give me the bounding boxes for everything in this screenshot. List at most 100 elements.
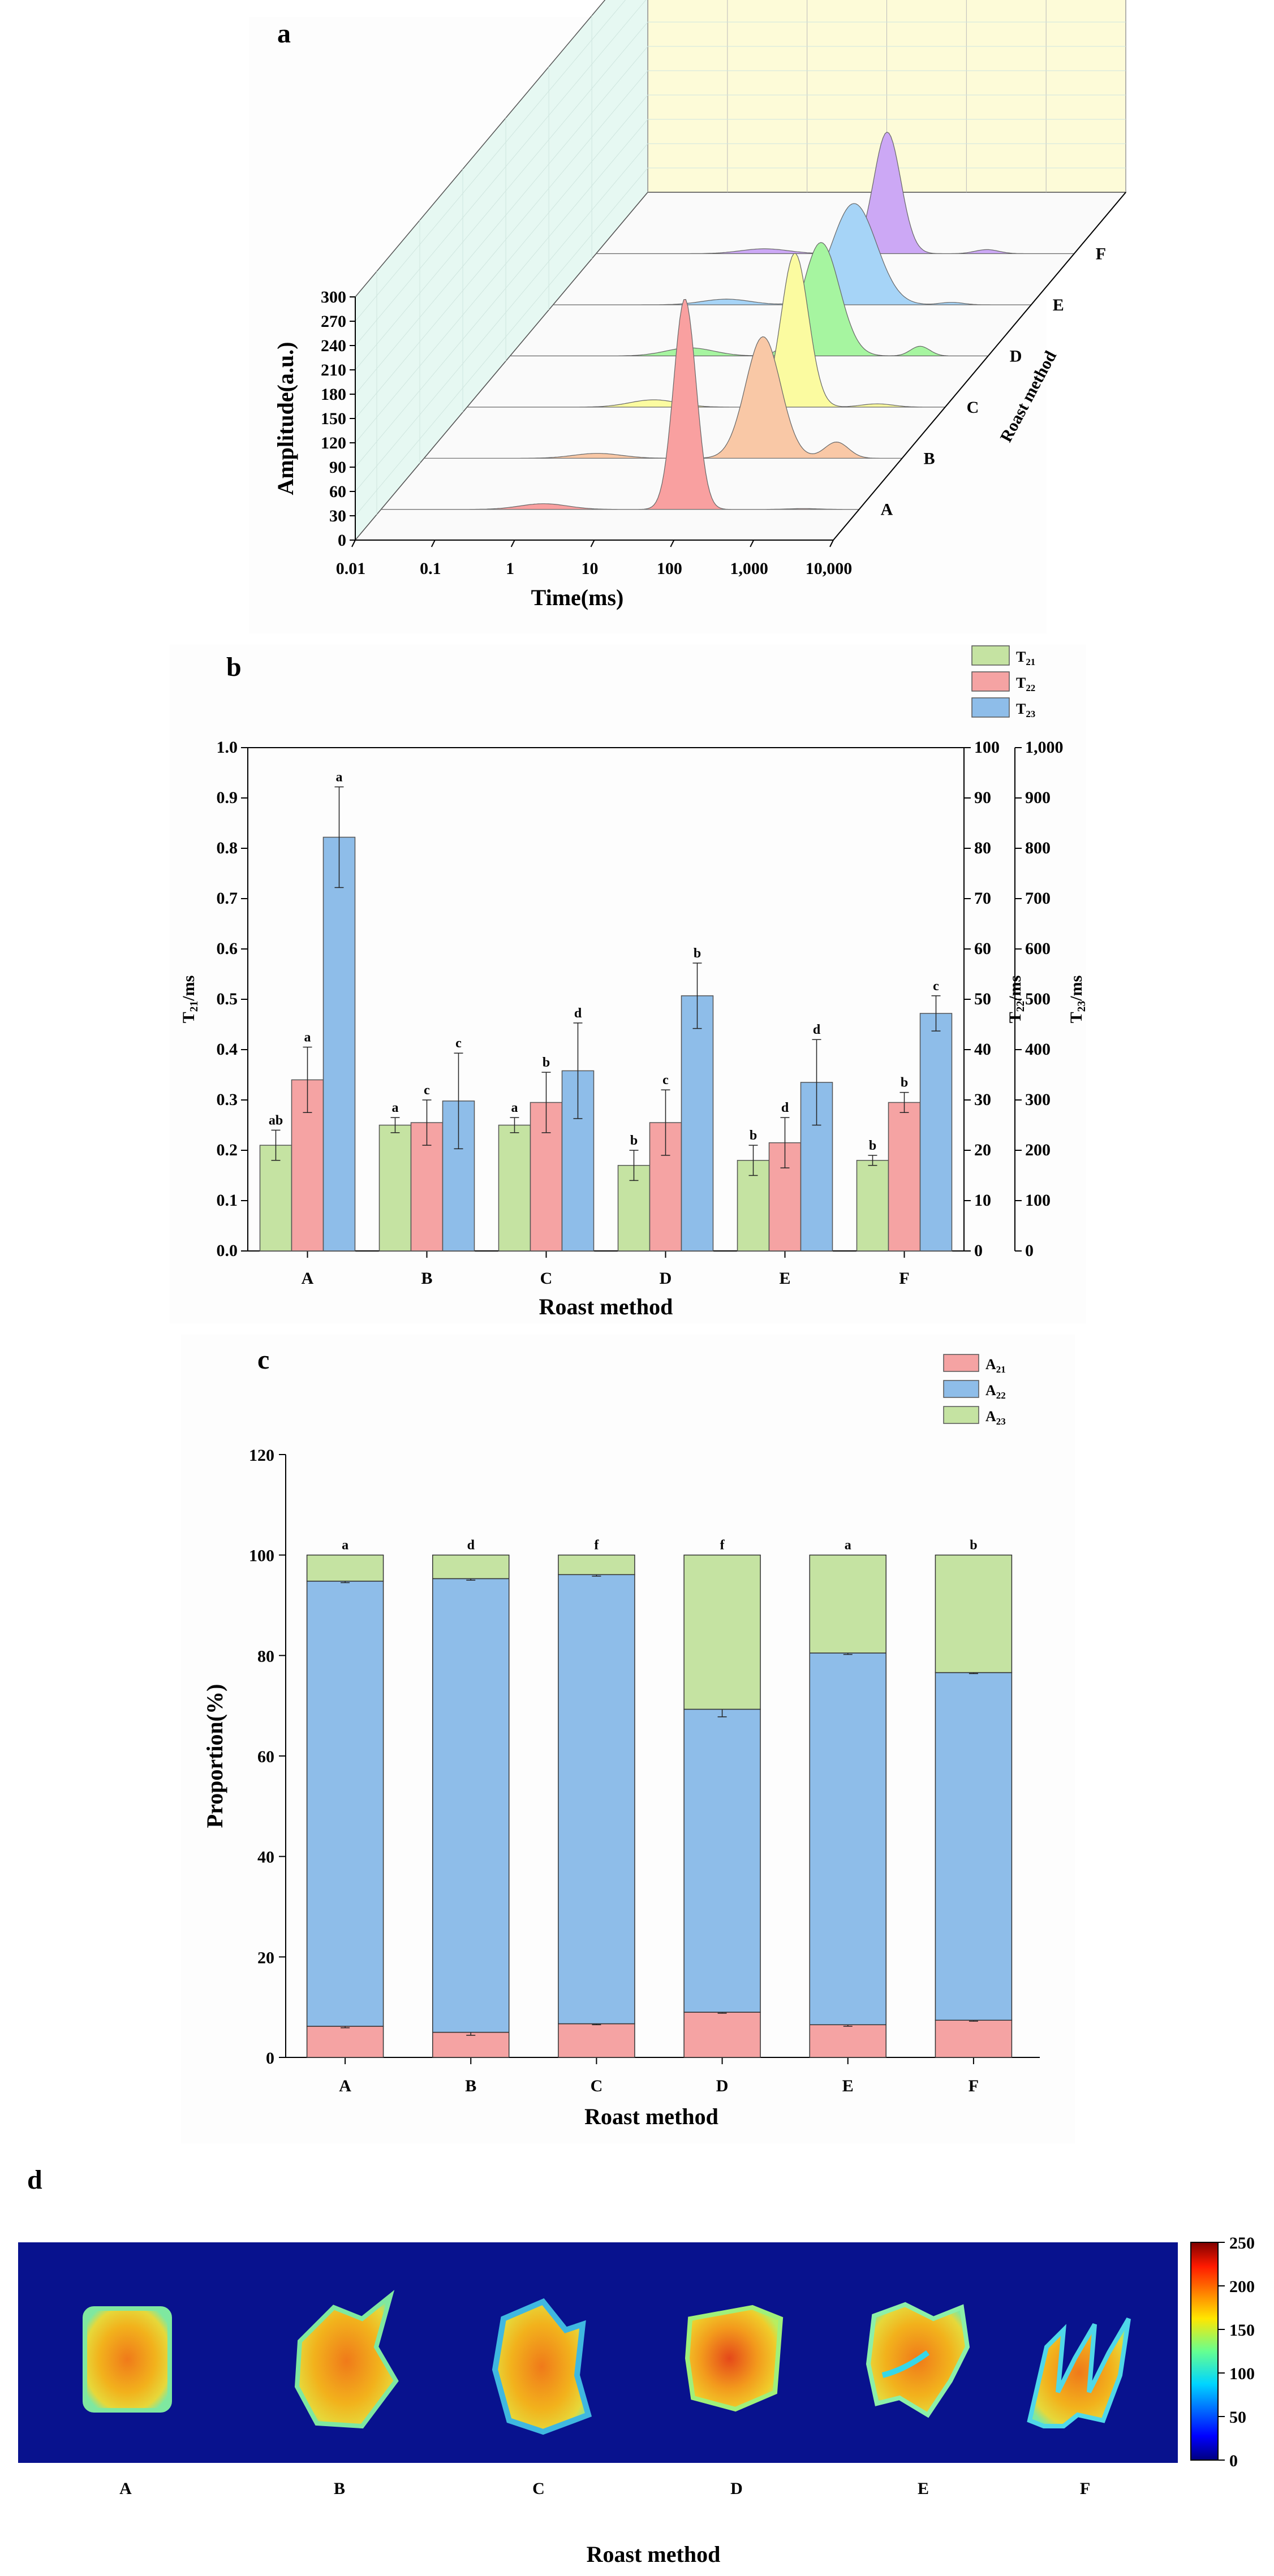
significance-letter: a <box>511 1101 518 1115</box>
significance-letter: c <box>933 979 939 994</box>
significance-letter: c <box>662 1073 669 1088</box>
time-tick-label: 1 <box>506 559 514 578</box>
stacked-bar-A22-C <box>558 1574 635 2025</box>
time-tick-label: 10 <box>582 559 599 578</box>
legend-label-T21: T21 <box>1016 649 1035 667</box>
colorbar-tick-label: 50 <box>1229 2408 1246 2427</box>
panel-a-waterfall: F E D C B A 0 30 60 90 120 150 180 210 240 270 300 0.01 0.… <box>273 0 1127 610</box>
legend-swatch-A22 <box>943 1380 979 1398</box>
time-tick-label: 0.01 <box>336 559 366 578</box>
y-tick-label-c: 60 <box>257 1747 274 1766</box>
stacked-bar-A22-E <box>809 1652 886 2026</box>
side-grid-line <box>355 21 1126 370</box>
amplitude-tick-label: 60 <box>329 482 346 501</box>
x-tick-label: A <box>302 1269 314 1288</box>
y-tick-label-right2: 200 <box>1025 1141 1051 1159</box>
significance-letter: f <box>720 1538 725 1553</box>
y-tick-label-right1: 80 <box>974 839 991 857</box>
image-label-F: F <box>1080 2479 1090 2498</box>
y-tick-label-right1: 40 <box>974 1040 991 1059</box>
panel-label-a: a <box>277 19 291 49</box>
colorbar-tick-label: 250 <box>1229 2234 1255 2253</box>
amplitude-axis-title: Amplitude(a.u.) <box>273 342 298 495</box>
time-tick <box>510 540 515 547</box>
side-grid-line <box>355 167 1126 516</box>
stacked-bar-A23-B <box>432 1554 510 1580</box>
time-tick-label: 100 <box>657 559 682 578</box>
y-tick-label-left: 0.1 <box>217 1191 238 1210</box>
y-tick-label-left: 0.9 <box>217 788 238 807</box>
significance-letter: a <box>392 1101 399 1115</box>
colorbar-tick-label: 150 <box>1229 2321 1255 2340</box>
amplitude-tick-label: 300 <box>321 288 346 307</box>
legend-label-A21: A21 <box>985 1356 1006 1375</box>
y-tick-label-right1: 0 <box>974 1241 983 1260</box>
panel-b-bar-chart: AabaaBaccCabdDbcbEbddFbbc0.00.10.20.30.4… <box>179 645 1088 1319</box>
significance-letter: b <box>750 1128 757 1143</box>
y-tick-label-right2: 900 <box>1025 788 1051 807</box>
time-tick <box>351 540 356 547</box>
y-tick-label-left: 0.6 <box>217 939 238 958</box>
bar-T23-D <box>681 995 714 1252</box>
x-tick-label-c: F <box>969 2077 979 2095</box>
significance-letter: ab <box>269 1113 283 1128</box>
depth-label-C: C <box>967 398 979 417</box>
y-tick-label-right1: 90 <box>974 788 991 807</box>
time-tick <box>590 540 595 547</box>
significance-letter: c <box>455 1036 462 1051</box>
y-tick-label-right2: 700 <box>1025 889 1051 908</box>
y-tick-label-c: 0 <box>266 2049 274 2068</box>
stacked-bar-A22-B <box>432 1578 510 2033</box>
y-tick-label-c: 120 <box>249 1446 274 1465</box>
legend-swatch-T23 <box>971 697 1010 718</box>
colorbar-tick-label: 100 <box>1229 2364 1255 2383</box>
panel-label-d: d <box>27 2165 42 2195</box>
legend-label-A22: A22 <box>985 1382 1006 1401</box>
amplitude-tick-label: 210 <box>321 361 346 379</box>
time-tick <box>750 540 755 547</box>
panel-d-mri-images: A B C D E F Roast method 0 50 100 150 200 250 <box>18 2234 1255 2567</box>
bar-T23-A <box>322 836 356 1252</box>
slice-image-F <box>1027 2317 1131 2428</box>
y-tick-label-left: 0.0 <box>217 1241 238 1260</box>
y-axis-title-t21: T21/ms <box>179 976 200 1024</box>
amplitude-tick-label: 240 <box>321 336 346 355</box>
y-axis-title-t23: T23/ms <box>1067 976 1088 1024</box>
stacked-bar-A23-F <box>935 1554 1013 1673</box>
image-label-D: D <box>730 2479 743 2498</box>
x-tick-label-c: B <box>465 2077 476 2095</box>
time-tick-label: 0.1 <box>420 559 441 578</box>
legend-label-A23: A23 <box>985 1408 1006 1427</box>
x-tick-label: F <box>899 1269 909 1288</box>
significance-letter: d <box>574 1006 582 1021</box>
side-grid-line <box>355 70 1126 419</box>
time-tick-label: 1,000 <box>730 559 768 578</box>
y-tick-label-left: 0.2 <box>217 1141 238 1159</box>
y-tick-label-left: 0.5 <box>217 990 238 1008</box>
slice-crack-E <box>881 2350 929 2378</box>
amplitude-tick-label: 0 <box>338 531 346 550</box>
x-tick-label: B <box>421 1269 432 1288</box>
side-grid-line <box>355 143 1126 492</box>
x-tick-label: D <box>660 1269 672 1288</box>
bar-T21-F <box>856 1160 889 1252</box>
bar-T21-C <box>498 1124 531 1252</box>
y-tick-label-right1: 20 <box>974 1141 991 1159</box>
significance-letter: b <box>901 1076 908 1090</box>
spectrum-series-A <box>380 299 860 510</box>
y-tick-label-right1: 70 <box>974 889 991 908</box>
stacked-bar-A23-A <box>306 1554 384 1582</box>
y-tick-label-c: 40 <box>257 1848 274 1867</box>
amplitude-tick-label: 150 <box>321 409 346 428</box>
amplitude-tick-label: 120 <box>321 434 346 452</box>
significance-letter: a <box>336 770 343 784</box>
amplitude-tick-label: 90 <box>329 458 346 477</box>
y-tick-label-c: 100 <box>249 1547 274 1565</box>
y-tick-label-right2: 300 <box>1025 1090 1051 1109</box>
y-tick-label-right2: 0 <box>1025 1241 1034 1260</box>
stacked-bar-A21-F <box>935 2020 1013 2058</box>
x-tick-label-c: D <box>716 2077 729 2095</box>
stacked-bar-A21-B <box>432 2031 510 2058</box>
side-grid-line <box>355 46 1126 395</box>
